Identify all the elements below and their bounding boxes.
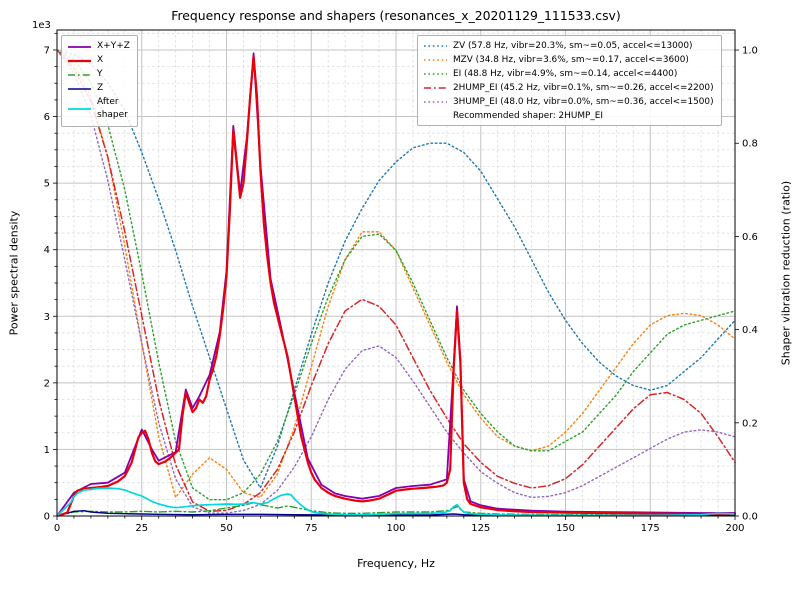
legend-label-y: Y	[97, 69, 103, 80]
tick-label: 0.2	[742, 418, 758, 429]
psd-curve-Y	[56, 502, 736, 517]
legend-item-3hump-ei: 3HUMP_EI (48.0 Hz, vibr=0.0%, sm~=0.36, …	[423, 96, 714, 109]
legend-item-z: Z	[67, 82, 130, 95]
tick-label: 0.8	[742, 139, 758, 150]
legend-item-2hump-ei: 2HUMP_EI (45.2 Hz, vibr=0.1%, sm~=0.26, …	[423, 82, 714, 95]
mzv-series-swatch	[423, 55, 448, 65]
xyz-series-swatch	[67, 42, 92, 52]
after-shaper-series-swatch	[67, 104, 92, 114]
legend-label-zv: ZV (57.8 Hz, vibr=20.3%, sm~=0.05, accel…	[453, 41, 693, 51]
legend-item-zv: ZV (57.8 Hz, vibr=20.3%, sm~=0.05, accel…	[423, 40, 714, 53]
tick-label: 125	[471, 523, 490, 534]
tick-label: 0	[54, 523, 60, 534]
tick-label: 3	[44, 312, 50, 323]
tick-label: 0.6	[742, 232, 758, 243]
tick-label: 75	[305, 523, 318, 534]
tick-label: 6	[44, 112, 50, 123]
y-axis-multiplier: 1e3	[32, 20, 51, 31]
legend-label-z: Z	[97, 83, 104, 94]
shaper-curve-MZV	[56, 49, 736, 499]
tick-label: 0	[44, 512, 50, 523]
tick-label: 1.0	[742, 46, 758, 57]
x-axis-label: Frequency, Hz	[357, 557, 435, 570]
zv-series-swatch	[423, 41, 448, 51]
psd-curve-After shaper	[56, 487, 736, 517]
recommended-shaper-text: Recommended shaper: 2HUMP_EI	[453, 110, 604, 121]
legend-shapers: ZV (57.8 Hz, vibr=20.3%, sm~=0.05, accel…	[417, 35, 722, 127]
legend-label-3hump-ei: 3HUMP_EI (48.0 Hz, vibr=0.0%, sm~=0.36, …	[453, 96, 714, 107]
tick-label: 150	[556, 523, 575, 534]
tick-label: 2	[44, 378, 50, 389]
shaper-curve-2HUMP_EI	[56, 49, 736, 513]
shaper-curve-3HUMP_EI	[56, 49, 736, 514]
legend-item-ei: EI (48.8 Hz, vibr=4.9%, sm~=0.14, accel<…	[423, 68, 714, 81]
legend-label-ei: EI (48.8 Hz, vibr=4.9%, sm~=0.14, accel<…	[453, 68, 678, 79]
legend-item-xyz: X+Y+Z	[67, 40, 130, 53]
tick-label: 50	[220, 523, 233, 534]
shaper-curve-ZV	[56, 49, 736, 489]
x-series-swatch	[67, 56, 92, 66]
legend-label-xyz: X+Y+Z	[97, 41, 130, 51]
tick-label: 1	[44, 445, 50, 456]
legend-label-mzv: MZV (34.8 Hz, vibr=3.6%, sm~=0.17, accel…	[453, 54, 689, 65]
tick-label: 200	[725, 523, 744, 534]
legend-label-2hump-ei: 2HUMP_EI (45.2 Hz, vibr=0.1%, sm~=0.26, …	[453, 82, 714, 93]
legend-item-mzv: MZV (34.8 Hz, vibr=3.6%, sm~=0.17, accel…	[423, 54, 714, 67]
psd-curve-X	[55, 55, 737, 518]
tick-label: 0.4	[742, 325, 758, 336]
y-series-swatch	[67, 70, 92, 80]
plot-border	[56, 29, 736, 517]
tick-label: 5	[44, 179, 50, 190]
legend-item-after-shaper: After shaper	[67, 96, 130, 122]
legend-label-x: X	[97, 55, 104, 66]
chart-title: Frequency response and shapers (resonanc…	[171, 8, 621, 23]
tick-label: 4	[44, 245, 50, 256]
2hump-ei-series-swatch	[423, 83, 448, 93]
tick-label: 0.0	[742, 512, 758, 523]
tick-label: 100	[386, 523, 405, 534]
legend-label-after-shaper: After shaper	[97, 97, 128, 121]
legend-psd: X+Y+Z X Y Z After shaper	[61, 35, 138, 128]
legend-item-x: X	[67, 54, 130, 67]
legend-item-y: Y	[67, 68, 130, 81]
3hump-ei-series-swatch	[423, 97, 448, 107]
tick-label: 175	[641, 523, 660, 534]
z-series-swatch	[67, 84, 92, 94]
tick-label: 7	[44, 45, 50, 56]
ei-series-swatch	[423, 69, 448, 79]
tick-label: 25	[135, 523, 148, 534]
